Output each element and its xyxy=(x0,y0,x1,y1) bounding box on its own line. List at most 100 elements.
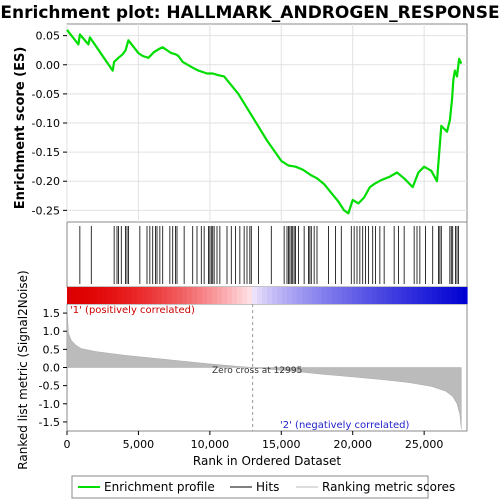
positive-correlation-label: '1' (positively correlated) xyxy=(70,305,195,316)
colorbar-segment xyxy=(272,287,278,304)
colorbar-segment xyxy=(217,287,223,304)
colorbar-segment xyxy=(197,287,203,304)
colorbar-segment xyxy=(412,287,418,304)
chart-title: Enrichment plot: HALLMARK_ANDROGEN_RESPO… xyxy=(0,3,499,23)
x-tick-label: 0 xyxy=(64,438,71,451)
colorbar-segment xyxy=(72,287,78,304)
es-line-group xyxy=(66,29,463,215)
colorbar-segment xyxy=(292,287,298,304)
zero-cross-label: Zero cross at 12995 xyxy=(212,366,302,376)
colorbar-segment xyxy=(157,287,163,304)
colorbar-segment xyxy=(202,287,208,304)
colorbar-segment xyxy=(442,287,448,304)
colorbar-segment xyxy=(112,287,118,304)
colorbar-segment xyxy=(452,287,458,304)
colorbar-segment xyxy=(402,287,408,304)
x-tick-label: 15,000 xyxy=(262,438,301,451)
colorbar-segment xyxy=(207,287,213,304)
es-y-tick-label: -0.05 xyxy=(32,88,60,101)
es-y-tick-label: -0.20 xyxy=(32,175,60,188)
colorbar-segment xyxy=(77,287,83,304)
colorbar-segment xyxy=(342,287,348,304)
ranked-y-axis-title: Ranked list metric (Signal2Noise) xyxy=(16,270,30,469)
colorbar-segment xyxy=(347,287,353,304)
colorbar-segment xyxy=(252,287,258,304)
colorbar-segment xyxy=(262,287,268,304)
es-y-axis-title: Enrichment score (ES) xyxy=(13,47,28,210)
colorbar-segment xyxy=(142,287,148,304)
colorbar-segment xyxy=(382,287,388,304)
colorbar-segment xyxy=(192,287,198,304)
colorbar-segment xyxy=(302,287,308,304)
ranked-y-tick-label: 0.5 xyxy=(43,343,61,356)
rank-colorbar xyxy=(67,287,468,304)
colorbar-segment xyxy=(92,287,98,304)
colorbar-segment xyxy=(117,287,123,304)
colorbar-segment xyxy=(417,287,423,304)
colorbar-segment xyxy=(427,287,433,304)
colorbar-segment xyxy=(462,287,468,304)
colorbar-segment xyxy=(282,287,288,304)
x-tick-label: 5,000 xyxy=(123,438,155,451)
x-tick-label: 20,000 xyxy=(333,438,372,451)
es-y-tick-label: -0.10 xyxy=(32,117,60,130)
colorbar-segment xyxy=(122,287,128,304)
colorbar-segment xyxy=(257,287,263,304)
colorbar-segment xyxy=(337,287,343,304)
es-y-ticks: 0.05 0.00 -0.05 -0.10 -0.15 -0.20 -0.25 xyxy=(32,30,67,217)
colorbar-segment xyxy=(247,287,253,304)
colorbar-segment xyxy=(307,287,313,304)
colorbar-segment xyxy=(227,287,233,304)
x-tick-label: 25,000 xyxy=(405,438,444,451)
colorbar-segment xyxy=(267,287,273,304)
colorbar-segment xyxy=(67,287,73,304)
ranked-y-tick-label: 1.0 xyxy=(43,325,61,338)
colorbar-segment xyxy=(102,287,108,304)
colorbar-segment xyxy=(82,287,88,304)
colorbar-segment xyxy=(372,287,378,304)
negative-correlation-label: '2' (negatively correlated) xyxy=(280,420,409,431)
colorbar-segment xyxy=(407,287,413,304)
colorbar-segment xyxy=(332,287,338,304)
colorbar-segment xyxy=(457,287,463,304)
colorbar-segment xyxy=(392,287,398,304)
hits-group xyxy=(79,226,459,284)
ranked-y-tick-label: 0.0 xyxy=(43,362,61,375)
colorbar-segment xyxy=(387,287,393,304)
colorbar-segment xyxy=(327,287,333,304)
es-y-tick-label: 0.00 xyxy=(36,59,61,72)
colorbar-segment xyxy=(242,287,248,304)
es-grid xyxy=(66,24,467,222)
colorbar-segment xyxy=(312,287,318,304)
colorbar-segment xyxy=(357,287,363,304)
colorbar-segment xyxy=(367,287,373,304)
es-series-line xyxy=(66,29,463,215)
es-y-tick-label: -0.15 xyxy=(32,146,60,159)
ranked-metric-area xyxy=(66,305,462,430)
colorbar-segment xyxy=(237,287,243,304)
colorbar-segment xyxy=(97,287,103,304)
ranked-y-tick-label: -1.5 xyxy=(39,416,60,429)
colorbar-segment xyxy=(87,287,93,304)
colorbar-segment xyxy=(212,287,218,304)
ranked-y-tick-label: -1.0 xyxy=(39,398,60,411)
x-tick-label: 10,000 xyxy=(191,438,230,451)
colorbar-segment xyxy=(322,287,328,304)
colorbar-segment xyxy=(287,287,293,304)
x-ticks: 0 5,000 10,000 15,000 20,000 25,000 xyxy=(64,431,444,451)
colorbar-segment xyxy=(352,287,358,304)
hits-panel-frame xyxy=(66,221,468,288)
legend-enrichment-label: Enrichment profile xyxy=(104,480,215,494)
colorbar-segment xyxy=(162,287,168,304)
colorbar-segment xyxy=(317,287,323,304)
legend-ranking-label: Ranking metric scores xyxy=(322,480,455,494)
colorbar-segment xyxy=(147,287,153,304)
es-y-tick-label: 0.05 xyxy=(36,30,61,43)
colorbar-segment xyxy=(137,287,143,304)
colorbar-segment xyxy=(397,287,403,304)
colorbar-segment xyxy=(177,287,183,304)
colorbar-segment xyxy=(182,287,188,304)
es-y-tick-label: -0.25 xyxy=(32,204,60,217)
ranked-y-tick-label: 1.5 xyxy=(43,307,61,320)
